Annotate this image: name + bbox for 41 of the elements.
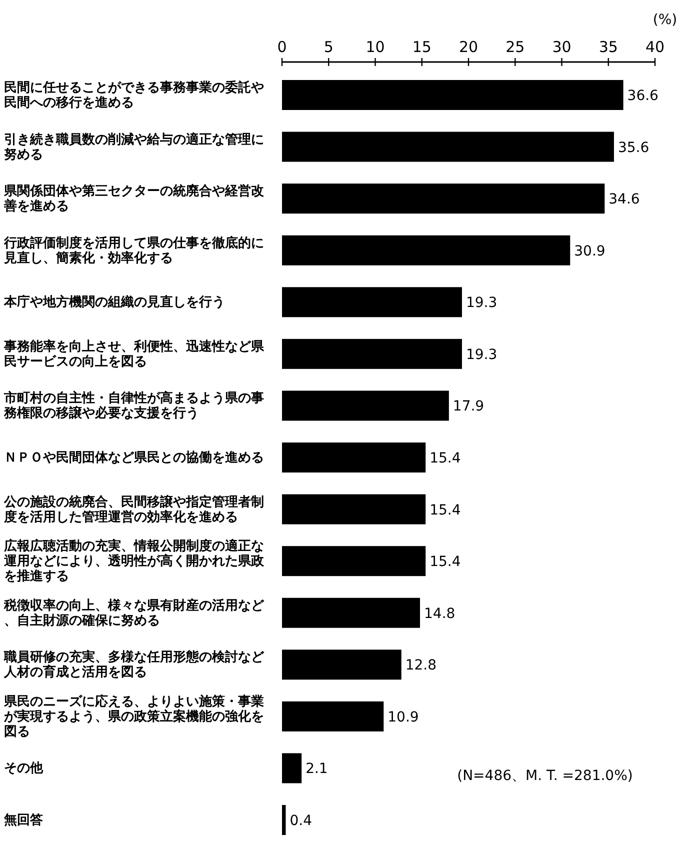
data-label: 15.4: [430, 554, 461, 570]
data-label: 10.9: [388, 709, 419, 726]
data-label: 30.9: [574, 243, 606, 260]
y-tick-label: 市町村の自主性・自律性が高まるよう県の事務権限の移譲や必要な支援を行う: [3, 390, 264, 422]
data-label: 0.4: [290, 813, 312, 829]
x-tick-label: 40: [645, 38, 665, 56]
data-label: 19.3: [466, 346, 498, 363]
x-tick-label: 20: [458, 38, 478, 56]
x-tick-label: 25: [506, 38, 525, 56]
x-axis-title: (%): [652, 12, 678, 28]
y-tick-label: 本庁や地方機関の組織の見直しを行う: [3, 294, 225, 310]
data-label: 19.3: [466, 295, 498, 312]
annotation: (N=486、M. T. =281.0%): [457, 768, 633, 784]
y-tick-label: 無回答: [3, 813, 43, 828]
y-tick-label: 行政評価制度を活用して県の仕事を徹底的に見直し、簡素化・効率化する: [3, 234, 264, 266]
data-label: 14.8: [424, 606, 456, 622]
y-tick-label: 引き続き職員数の削減や給与の適正な管理に努める: [4, 131, 264, 162]
data-label: 12.8: [405, 658, 437, 674]
y-tick-label: 民間に任せることができる事務事業の委託や民間への移行を進める: [4, 80, 264, 110]
y-tick-label: 職員研修の充実、多様な任用形態の検討など人材の育成と活用を図る: [3, 649, 265, 680]
y-tick-label: 公の施設の統廃合、民間移譲や指定管理者制度を活用した管理運営の効率化を進める: [3, 494, 264, 525]
data-label: 35.6: [618, 140, 650, 156]
y-tick-label: ＮＰＯや民間団体など県民との協働を進める: [4, 450, 264, 466]
y-tick-label: その他: [4, 761, 44, 776]
data-label: 36.6: [627, 88, 659, 104]
data-label: 17.9: [452, 398, 484, 415]
y-tick-label: 事務能率を向上させ、利便性、迅速性など県民サービスの向上を図る: [3, 338, 265, 370]
x-tick-label: 0: [277, 38, 287, 56]
x-tick-label: 10: [366, 38, 385, 56]
x-tick-label: 35: [598, 38, 618, 56]
y-tick-label: 広報広聴活動の充実、情報公開制度の適正な運用などにより、透明性が高く開かれた県政を推進する: [3, 538, 265, 584]
data-label: 15.4: [430, 502, 461, 518]
y-tick-label: 税徴収率の向上、様々な県有財産の活用など、自主財源の確保に努める: [3, 597, 265, 628]
data-label: 2.1: [306, 761, 328, 778]
data-label: 34.6: [608, 192, 640, 208]
x-tick-label: 15: [412, 38, 432, 56]
data-label: 15.4: [430, 450, 461, 466]
y-tick-label: 県民のニーズに応える、よりよい施策・事業が実現するよう、県の政策立案機能の強化を図る: [3, 693, 264, 740]
x-tick-label: 5: [324, 38, 334, 56]
y-tick-label: 県関係団体や第三セクターの統廃合や経営改善を進める: [3, 183, 265, 214]
x-tick-label: 30: [552, 38, 572, 56]
